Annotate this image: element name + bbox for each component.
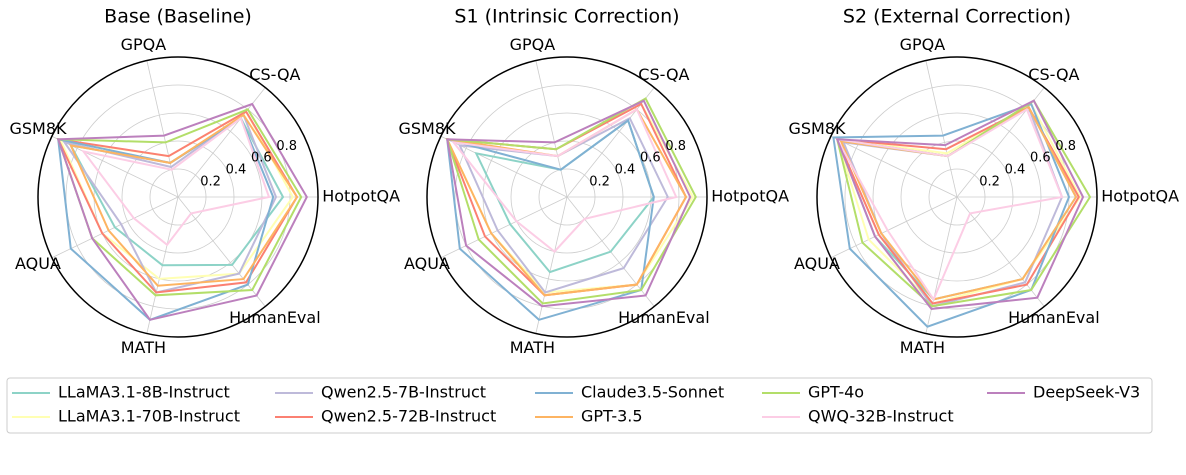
legend-label: QWQ-32B-Instruct — [808, 407, 954, 426]
spoke — [146, 60, 179, 198]
axis-label: MATH — [510, 338, 555, 357]
axis-label: HumanEval — [229, 308, 321, 327]
spoke — [535, 196, 568, 334]
outer-circle — [37, 56, 319, 338]
axis-label: HumanEval — [1008, 308, 1100, 327]
radial-tick-label: 0.8 — [276, 139, 297, 154]
radial-tick-label: 0.6 — [1030, 151, 1051, 166]
axis-label: AQUA — [404, 254, 450, 273]
spoke — [925, 196, 958, 334]
axis-label: HotpotQA — [1101, 187, 1179, 206]
legend-label: Claude3.5-Sonnet — [581, 383, 724, 402]
axis-label: AQUA — [794, 254, 840, 273]
spoke — [177, 87, 266, 198]
series-line — [835, 105, 1080, 305]
series-line — [446, 99, 692, 308]
radial-tick-label: 0.2 — [979, 174, 1000, 189]
series-line — [458, 116, 669, 294]
radial-tick-label: 0.4 — [226, 162, 247, 177]
chart-title: Base (Baseline) — [104, 6, 252, 28]
series-line — [56, 102, 308, 321]
series-line — [446, 118, 655, 321]
series-line — [451, 107, 678, 253]
legend-label: GPT-3.5 — [581, 407, 643, 426]
spoke — [956, 196, 1045, 307]
axis-label: GSM8K — [9, 119, 67, 138]
axis-label: CS-QA — [638, 65, 689, 84]
chart-title: S1 (Intrinsic Correction) — [454, 6, 679, 28]
spoke — [177, 196, 266, 307]
series-line — [56, 110, 299, 294]
legend-label: Qwen2.5-7B-Instruct — [321, 383, 486, 402]
axis-label: GPQA — [121, 35, 167, 54]
legend-box — [6, 377, 1153, 434]
legend-label: LLaMA3.1-70B-Instruct — [58, 407, 240, 426]
spoke — [535, 60, 568, 198]
legend-label: LLaMA3.1-8B-Instruct — [58, 383, 230, 402]
axis-label: GPQA — [900, 35, 946, 54]
radial-tick-label: 0.4 — [1005, 162, 1026, 177]
legend-label: DeepSeek-V3 — [1033, 383, 1140, 402]
spoke — [830, 196, 958, 259]
series-line — [81, 116, 271, 247]
spoke — [440, 196, 568, 259]
radial-tick-label: 0.4 — [615, 162, 636, 177]
spoke — [925, 60, 958, 198]
axis-label: GSM8K — [788, 119, 846, 138]
spoke — [830, 135, 958, 198]
series-line — [69, 113, 299, 287]
radial-tick-label: 0.6 — [251, 151, 272, 166]
axis-label: MATH — [121, 338, 166, 357]
axis-label: CS-QA — [1028, 65, 1079, 84]
outer-circle — [816, 56, 1098, 338]
radial-tick-label: 0.8 — [1055, 139, 1076, 154]
axis-label: CS-QA — [249, 65, 300, 84]
axis-label: MATH — [900, 338, 945, 357]
axis-label: AQUA — [15, 254, 61, 273]
radial-tick-label: 0.6 — [640, 151, 661, 166]
axis-label: GPQA — [510, 35, 556, 54]
chart-title: S2 (External Correction) — [843, 6, 1071, 28]
legend-label: Qwen2.5-72B-Instruct — [321, 407, 496, 426]
axis-label: HotpotQA — [322, 187, 400, 206]
axis-label: HotpotQA — [711, 187, 789, 206]
outer-circle — [426, 56, 708, 338]
radial-tick-label: 0.2 — [200, 174, 221, 189]
legend-label: GPT-4o — [808, 383, 864, 402]
series-line — [835, 107, 1064, 302]
axis-label: GSM8K — [398, 119, 456, 138]
series-line — [835, 99, 1092, 308]
axis-label: HumanEval — [618, 308, 710, 327]
radial-tick-label: 0.2 — [589, 174, 610, 189]
radial-tick-label: 0.8 — [665, 139, 686, 154]
series-line — [835, 99, 1085, 310]
